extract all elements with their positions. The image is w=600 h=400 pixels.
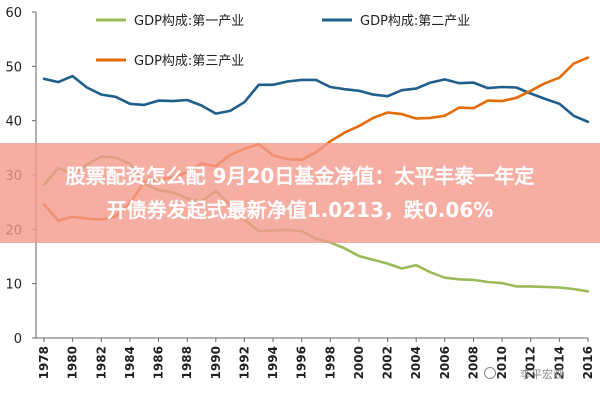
y-tick-label: 40 xyxy=(5,115,22,130)
y-tick-label: 50 xyxy=(5,60,22,75)
x-tick-label: 2008 xyxy=(466,346,480,379)
x-tick-label: 1996 xyxy=(295,346,309,379)
x-tick-label: 1994 xyxy=(266,346,280,379)
x-tick-label: 2010 xyxy=(495,346,509,379)
x-tick-label: 1986 xyxy=(152,346,166,379)
x-tick-label: 2002 xyxy=(381,346,395,379)
x-tick-label: 1982 xyxy=(94,346,108,379)
x-tick-label: 1980 xyxy=(66,346,80,379)
x-tick-label: 1984 xyxy=(123,346,137,379)
x-tick-label: 2012 xyxy=(524,346,538,379)
x-tick-label: 1992 xyxy=(237,346,251,379)
y-tick-label: 60 xyxy=(5,6,22,21)
x-tick-label: 2006 xyxy=(438,346,452,379)
x-tick-label: 2004 xyxy=(409,346,423,379)
legend-label-1: GDP构成:第一产业 xyxy=(134,14,244,29)
x-tick-label: 1978 xyxy=(37,346,51,379)
headline-line-1: 股票配资怎么配 9月20日基金净值：太平丰泰一年定 xyxy=(65,164,535,188)
y-tick-label: 0 xyxy=(14,332,22,347)
headline-banner[interactable]: 股票配资怎么配 9月20日基金净值：太平丰泰一年定 开债券发起式最新净值1.02… xyxy=(0,143,600,243)
x-tick-label: 1988 xyxy=(180,346,194,379)
legend-label-3: GDP构成:第三产业 xyxy=(134,54,244,69)
headline-line-2: 开债券发起式最新净值1.0213，跌0.06% xyxy=(106,198,494,222)
series-line-2 xyxy=(42,74,590,124)
x-tick-label: 2014 xyxy=(552,346,566,379)
wechat-icon xyxy=(484,367,496,379)
y-tick-label: 10 xyxy=(5,278,22,293)
legend-label-2: GDP构成:第二产业 xyxy=(360,14,470,29)
legend: GDP构成:第一产业 GDP构成:第二产业 GDP构成:第三产业 xyxy=(96,14,470,69)
x-tick-label: 2000 xyxy=(352,346,366,379)
x-tick-label: 2016 xyxy=(581,346,595,379)
watermark: 李平宏观 xyxy=(520,368,564,381)
x-tick-label: 1998 xyxy=(323,346,337,379)
x-tick-label: 1990 xyxy=(209,346,223,379)
